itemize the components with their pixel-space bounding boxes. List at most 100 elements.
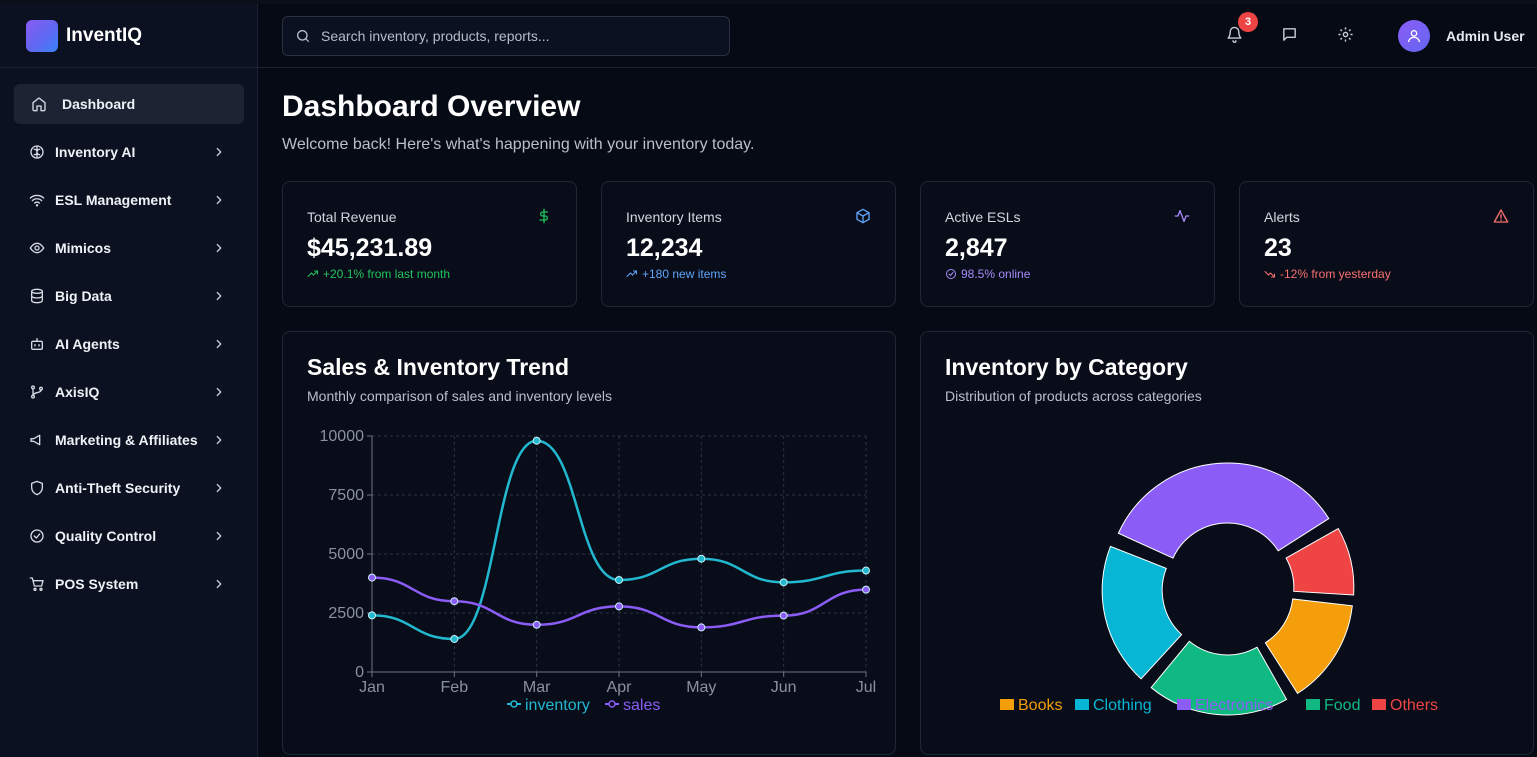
gear-icon[interactable] [1337, 26, 1355, 44]
sidebar-item-label: AI Agents [55, 336, 120, 352]
stat-value: 12,234 [626, 234, 703, 262]
page-subtitle: Welcome back! Here's what's happening wi… [282, 136, 755, 153]
user-name[interactable]: Admin User [1446, 28, 1525, 44]
stat-value: 23 [1264, 234, 1292, 262]
x-tick-label: Mar [523, 679, 551, 696]
stat-change: +180 new items [626, 267, 726, 281]
stat-value: $45,231.89 [307, 234, 433, 262]
bell-icon[interactable] [1226, 26, 1244, 44]
sidebar-nav: Dashboard Inventory AI ESL Management Mi… [0, 68, 257, 604]
legend-label: Others [1390, 697, 1438, 714]
legend-label: sales [623, 697, 660, 714]
chevron-right-icon [212, 145, 226, 159]
x-tick-label: Jan [359, 679, 385, 696]
y-tick-label: 0 [355, 664, 364, 681]
data-point-inventory [450, 634, 459, 643]
data-point-sales [532, 620, 541, 629]
database-icon [28, 287, 46, 305]
sales-inventory-trend-panel: Sales & Inventory Trend Monthly comparis… [282, 331, 896, 755]
panel-title: Sales & Inventory Trend [307, 354, 570, 380]
chevron-right-icon [212, 529, 226, 543]
check-circle-icon [28, 527, 46, 545]
legend-marker [608, 700, 616, 708]
legend-swatch [1075, 699, 1089, 710]
stat-change-text: -12% from yesterday [1280, 267, 1391, 281]
y-tick-label: 10000 [320, 428, 365, 445]
chevron-right-icon [212, 481, 226, 495]
x-tick-label: Jul [856, 679, 876, 696]
home-icon [30, 95, 48, 113]
donut-slice-food [1150, 640, 1288, 716]
notification-badge: 3 [1238, 12, 1258, 32]
search-box[interactable] [282, 16, 730, 56]
y-tick-label: 2500 [328, 605, 364, 622]
sidebar-item-label: POS System [55, 576, 139, 592]
stat-change: -12% from yesterday [1264, 267, 1391, 281]
stat-card-inventory-items: Inventory Items 12,234 +180 new items [601, 181, 896, 307]
y-tick-label: 7500 [328, 487, 364, 504]
top-header: 3 Admin User [258, 4, 1537, 68]
data-point-sales [779, 611, 788, 620]
donut-chart: Books Clothing Electronics Food Others [1000, 462, 1438, 716]
data-point-sales [368, 573, 376, 582]
sidebar-item-big-data[interactable]: Big Data [14, 276, 244, 316]
legend-swatch [1372, 699, 1386, 710]
alert-triangle-icon [1493, 208, 1509, 224]
legend-label: Clothing [1093, 697, 1152, 714]
stat-card-alerts: Alerts 23 -12% from yesterday [1239, 181, 1534, 307]
data-point-sales [697, 623, 706, 632]
brand[interactable]: InventIQ [0, 4, 257, 68]
message-icon[interactable] [1281, 26, 1299, 44]
sidebar-item-dashboard[interactable]: Dashboard [14, 84, 244, 124]
sidebar-item-pos-system[interactable]: POS System [14, 564, 244, 604]
data-point-inventory [615, 575, 623, 584]
stat-label: Active ESLs [945, 209, 1021, 225]
avatar[interactable] [1398, 20, 1430, 52]
shield-icon [28, 479, 46, 497]
sidebar-item-anti-theft-security[interactable]: Anti-Theft Security [14, 468, 244, 508]
sidebar-item-quality-control[interactable]: Quality Control [14, 516, 244, 556]
legend-label: inventory [525, 697, 590, 714]
sidebar-item-label: Quality Control [55, 528, 157, 544]
chevron-right-icon [212, 193, 226, 207]
legend-label: Food [1324, 697, 1360, 714]
brand-name: InventIQ [66, 24, 143, 46]
sidebar-item-marketing-affiliates[interactable]: Marketing & Affiliates [14, 420, 244, 460]
data-point-inventory [532, 436, 541, 445]
legend-label: Books [1018, 697, 1062, 714]
data-point-inventory [697, 554, 706, 563]
sidebar-item-label: Big Data [55, 288, 112, 304]
legend-label: Electronics [1195, 697, 1273, 714]
sidebar-item-esl-management[interactable]: ESL Management [14, 180, 244, 220]
chevron-right-icon [212, 577, 226, 591]
sidebar-item-ai-agents[interactable]: AI Agents [14, 324, 244, 364]
brain-icon [28, 143, 46, 161]
stat-label: Inventory Items [626, 209, 722, 225]
stat-label: Alerts [1264, 209, 1300, 225]
sidebar-item-axisiq[interactable]: AxisIQ [14, 372, 244, 412]
data-point-inventory [779, 578, 788, 587]
search-input[interactable] [321, 28, 721, 44]
page-title: Dashboard Overview [282, 90, 581, 123]
donut-slice-others [1285, 527, 1355, 596]
stat-card-total-revenue: Total Revenue $45,231.89 +20.1% from las… [282, 181, 577, 307]
x-tick-label: May [686, 679, 716, 696]
activity-icon [1174, 208, 1190, 224]
donut-slice-electronics [1117, 462, 1330, 559]
donut-slice-clothing [1101, 545, 1183, 680]
sidebar-item-label: Marketing & Affiliates [55, 432, 198, 448]
wifi-icon [28, 191, 46, 209]
sidebar-item-label: ESL Management [55, 192, 172, 208]
panel-subtitle: Distribution of products across categori… [945, 388, 1202, 404]
stat-change: 98.5% online [945, 267, 1030, 281]
y-tick-label: 5000 [328, 546, 364, 563]
sidebar-item-inventory-ai[interactable]: Inventory AI [14, 132, 244, 172]
panel-title: Inventory by Category [945, 354, 1188, 380]
sidebar-item-mimicos[interactable]: Mimicos [14, 228, 244, 268]
chevron-right-icon [212, 433, 226, 447]
search-icon [295, 28, 311, 44]
data-point-sales [450, 597, 459, 606]
stat-label: Total Revenue [307, 209, 397, 225]
sidebar-item-label: Anti-Theft Security [55, 480, 181, 496]
legend-swatch [1177, 699, 1191, 710]
